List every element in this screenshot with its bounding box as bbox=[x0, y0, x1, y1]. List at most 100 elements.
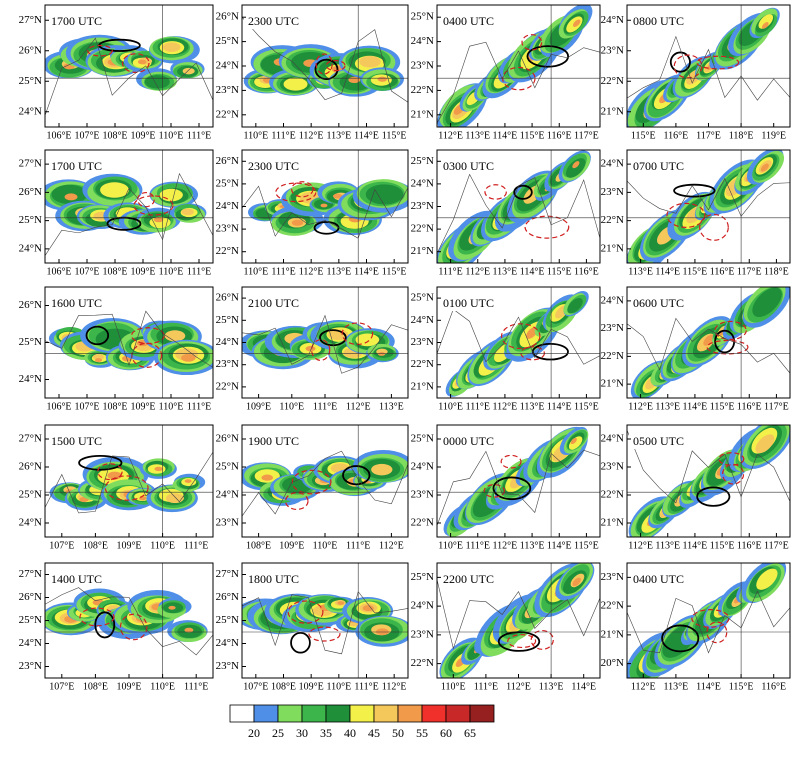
panel-label: 1600 UTC bbox=[51, 296, 102, 310]
lon-label: 112°E bbox=[299, 130, 324, 141]
contour bbox=[521, 34, 543, 51]
panel-label: 0700 UTC bbox=[633, 159, 684, 173]
panel-label: 0300 UTC bbox=[443, 159, 494, 173]
panel bbox=[45, 287, 213, 398]
lon-label: 108°E bbox=[102, 401, 127, 412]
lat-label: 27°N bbox=[216, 568, 239, 580]
contour bbox=[325, 59, 346, 72]
lat-label: 22°N bbox=[601, 350, 624, 362]
echo bbox=[755, 434, 775, 454]
contour bbox=[290, 631, 311, 654]
colorbar-box bbox=[325, 704, 351, 723]
lat-label: 24°N bbox=[216, 637, 239, 649]
lon-label: 108°E bbox=[83, 681, 108, 692]
label-bg bbox=[47, 13, 107, 29]
panel-label: 1900 UTC bbox=[248, 434, 299, 448]
echo bbox=[362, 605, 374, 612]
lon-label: 112°E bbox=[382, 681, 407, 692]
label-bg bbox=[244, 571, 304, 587]
lat-label: 21°N bbox=[601, 517, 624, 529]
lat-label: 24°N bbox=[19, 637, 42, 649]
label-bg bbox=[244, 13, 304, 29]
lat-label: 21°N bbox=[601, 628, 624, 640]
lat-label: 24°N bbox=[411, 177, 434, 189]
border-line bbox=[45, 172, 213, 256]
colorbar-box bbox=[277, 704, 303, 723]
lat-label: 24°N bbox=[601, 158, 624, 170]
lon-label: 113°E bbox=[664, 681, 689, 692]
lat-label: 27°N bbox=[19, 158, 42, 170]
colorbar-label: 60 bbox=[440, 726, 452, 740]
lat-label: 24°N bbox=[19, 373, 42, 385]
lat-label: 22°N bbox=[216, 108, 239, 120]
lon-label: 110°E bbox=[313, 540, 338, 551]
colorbar-label: 50 bbox=[392, 726, 404, 740]
lon-label: 115°E bbox=[683, 266, 708, 277]
contour bbox=[714, 320, 747, 341]
colorbar-box bbox=[445, 704, 471, 723]
lat-label: 22°N bbox=[216, 380, 239, 392]
border-line bbox=[242, 590, 408, 655]
lat-label: 23°N bbox=[601, 461, 624, 473]
panel-label: 1700 UTC bbox=[51, 159, 102, 173]
lon-label: 110°E bbox=[438, 540, 463, 551]
lat-label: 25°N bbox=[411, 11, 434, 23]
lon-label: 114°E bbox=[571, 681, 596, 692]
lat-label: 26°N bbox=[19, 461, 42, 473]
echo bbox=[377, 76, 388, 82]
lat-label: 24°N bbox=[601, 14, 624, 26]
echo bbox=[752, 287, 782, 318]
colorbar-label: 65 bbox=[464, 726, 476, 740]
contour bbox=[669, 51, 691, 73]
lon-label: 117°E bbox=[574, 130, 599, 141]
lat-label: 26°N bbox=[19, 591, 42, 603]
colorbar-box bbox=[469, 704, 495, 723]
lon-label: 114°E bbox=[696, 681, 721, 692]
echo bbox=[182, 67, 195, 75]
lon-label: 108°E bbox=[83, 540, 108, 551]
lon-label: 116°E bbox=[737, 401, 762, 412]
lon-label: 115°E bbox=[520, 130, 545, 141]
panel-label: 2300 UTC bbox=[248, 14, 299, 28]
lat-label: 23°N bbox=[411, 336, 434, 348]
lat-label: 24°N bbox=[411, 314, 434, 326]
lat-label: 26°N bbox=[216, 591, 239, 603]
lon-label: 119°E bbox=[761, 130, 786, 141]
label-bg bbox=[629, 433, 689, 449]
contour bbox=[313, 221, 340, 235]
contour bbox=[319, 329, 347, 347]
echo bbox=[570, 437, 577, 445]
panel bbox=[242, 150, 408, 263]
panel-label: 1700 UTC bbox=[51, 14, 102, 28]
label-bg bbox=[244, 158, 304, 174]
contour bbox=[291, 181, 314, 198]
lon-label: 111°E bbox=[313, 401, 337, 412]
echo bbox=[305, 345, 316, 352]
contour bbox=[706, 339, 749, 355]
echo bbox=[162, 42, 181, 52]
lon-label: 110°E bbox=[159, 266, 184, 277]
label-bg bbox=[244, 295, 304, 311]
lon-label: 110°E bbox=[243, 266, 268, 277]
label-bg bbox=[629, 295, 689, 311]
panel bbox=[45, 150, 213, 263]
lon-label: 112°E bbox=[299, 266, 324, 277]
border-line bbox=[627, 177, 790, 217]
lon-label: 112°E bbox=[631, 681, 656, 692]
lon-label: 116°E bbox=[574, 266, 599, 277]
contour bbox=[308, 626, 341, 642]
echo bbox=[377, 352, 386, 356]
contour bbox=[661, 624, 700, 653]
lon-label: 113°E bbox=[379, 401, 404, 412]
echo bbox=[181, 354, 196, 362]
echo bbox=[164, 330, 186, 342]
lon-label: 112°E bbox=[493, 540, 518, 551]
lat-label: 25°N bbox=[411, 155, 434, 167]
lat-label: 23°N bbox=[216, 84, 239, 96]
lat-label: 21°N bbox=[411, 245, 434, 257]
panel-label: 0100 UTC bbox=[443, 296, 494, 310]
echo bbox=[107, 471, 122, 480]
label-bg bbox=[629, 571, 689, 587]
lon-label: 109°E bbox=[279, 540, 304, 551]
panel bbox=[437, 150, 600, 263]
